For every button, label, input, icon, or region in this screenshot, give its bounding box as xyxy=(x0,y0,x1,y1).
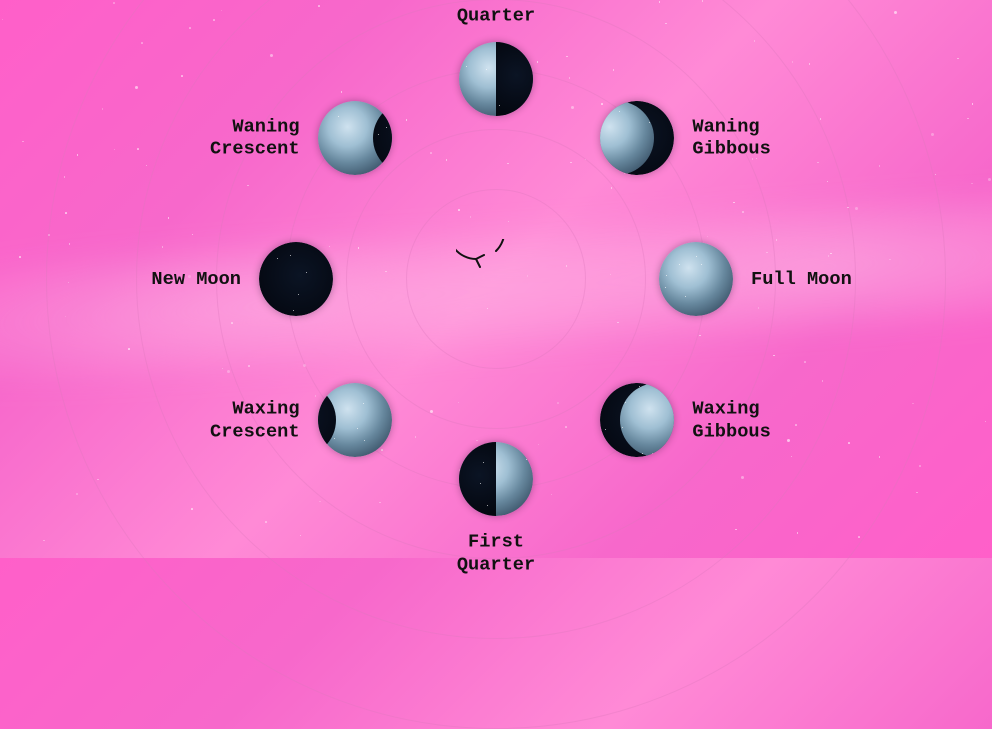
moon-full-moon xyxy=(659,242,733,316)
label-waxing-gibbous: Waxing Gibbous xyxy=(692,398,770,443)
moon-third-quarter xyxy=(459,42,533,116)
label-first-quarter: First Quarter xyxy=(457,531,535,576)
label-waning-crescent: Waning Crescent xyxy=(210,115,300,160)
moon-first-quarter xyxy=(459,442,533,516)
moon-waxing-gibbous xyxy=(600,383,674,457)
label-third-quarter: Third Quarter xyxy=(457,0,535,27)
rotation-arrow xyxy=(456,239,536,319)
moon-waning-gibbous xyxy=(600,101,674,175)
moon-phase-diagram: Third Quarter Waning Gibbous Full Moon Waxi… xyxy=(0,0,992,558)
label-new-moon: New Moon xyxy=(151,268,241,290)
label-waning-gibbous: Waning Gibbous xyxy=(692,115,770,160)
moon-waxing-crescent xyxy=(318,383,392,457)
moon-waning-crescent xyxy=(318,101,392,175)
label-waxing-crescent: Waxing Crescent xyxy=(210,398,300,443)
label-full-moon: Full Moon xyxy=(751,268,852,290)
moon-new-moon xyxy=(259,242,333,316)
